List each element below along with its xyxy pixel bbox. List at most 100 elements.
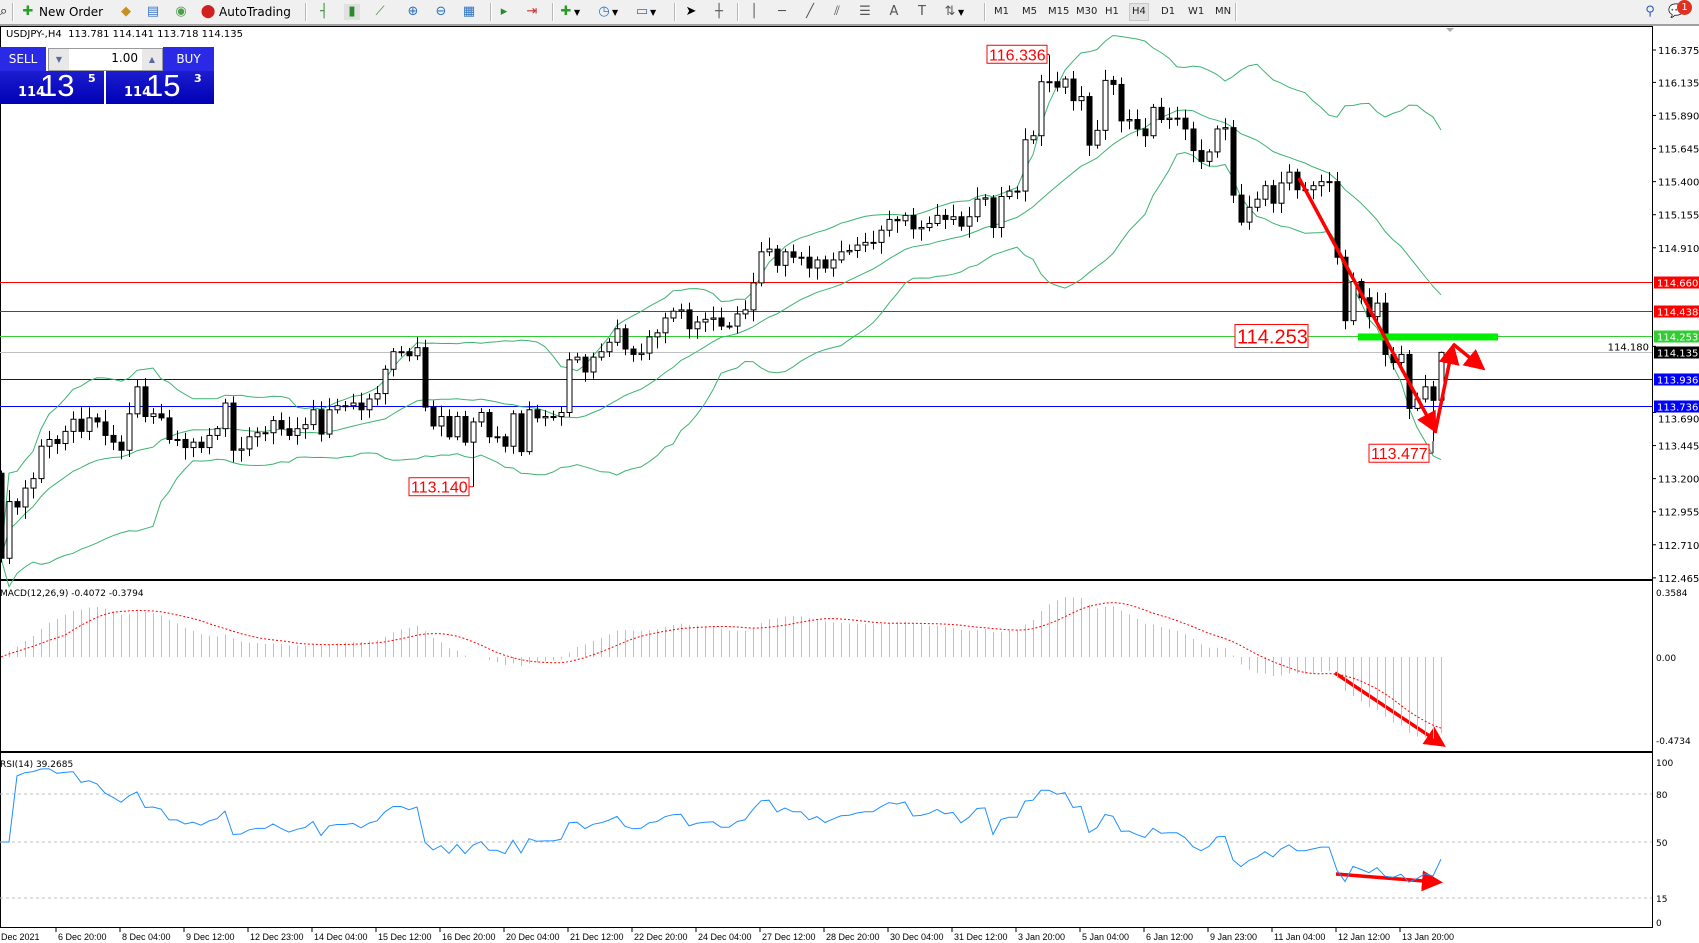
lot-increase-icon[interactable]: ▲ <box>142 49 162 70</box>
sell-button[interactable]: SELL <box>0 47 46 71</box>
autoscroll-button[interactable]: ⇥ <box>524 2 540 22</box>
candle <box>446 409 453 440</box>
candle-body-bull <box>1310 185 1317 191</box>
candle <box>670 307 677 323</box>
candle-body-bull <box>974 198 981 218</box>
x-tick-label: 9 Dec 12:00 <box>186 932 235 942</box>
timeframe-mn[interactable]: MN <box>1215 6 1232 17</box>
candlestick-button[interactable]: ▮ <box>344 2 360 22</box>
templates-dropdown[interactable]: ▭ ▼ <box>635 4 657 19</box>
candle-body-bull <box>1046 81 1053 84</box>
timeframe-h4[interactable]: H4 <box>1129 3 1149 21</box>
level-price-label: 114.253 <box>1657 333 1698 344</box>
candle-body-bear <box>462 416 469 443</box>
y-tick-label: 115.890 <box>1658 111 1699 122</box>
x-tick-label: 9 Jan 23:00 <box>1210 932 1257 942</box>
candle <box>1022 128 1029 202</box>
candle-body-bull <box>190 441 197 449</box>
candle-body-bull <box>998 195 1005 229</box>
level-price-badge <box>1654 400 1699 413</box>
candle-body-bear <box>78 418 85 432</box>
candle <box>214 425 221 441</box>
indicators-dropdown[interactable]: ✚ ▼ <box>558 2 581 22</box>
candle-body-bull <box>566 359 573 413</box>
candle <box>462 410 469 446</box>
signals-button[interactable]: ◉ <box>173 2 189 22</box>
macd-y-label: -0.4734 <box>1656 737 1691 747</box>
channel-tool[interactable]: ⫽ <box>829 2 845 22</box>
candle-body-bull <box>1326 181 1333 184</box>
candle-body-bear <box>110 434 117 443</box>
candle-body-bear <box>790 251 797 258</box>
candle <box>726 322 733 330</box>
candle <box>774 245 781 273</box>
text-tool[interactable]: A <box>886 2 902 22</box>
candle-body-bear <box>942 214 949 220</box>
label-tool[interactable]: T <box>914 2 930 22</box>
candle-body-bull <box>542 416 549 419</box>
navigator-button[interactable]: ▤ <box>145 2 161 22</box>
candle-body-bear <box>1430 386 1437 401</box>
zoom-out-button[interactable]: ⊖ <box>433 2 449 22</box>
timeframe-d1[interactable]: D1 <box>1161 6 1176 17</box>
projection-arrow <box>1451 342 1486 371</box>
x-tick-label: 14 Dec 04:00 <box>314 932 368 942</box>
zoom-in-button[interactable]: ⊕ <box>405 2 421 22</box>
tile-windows-button[interactable]: ▦ <box>461 2 477 22</box>
search-button[interactable]: ⚲ <box>1642 2 1658 22</box>
candle <box>158 403 165 421</box>
trendline-tool[interactable]: ╱ <box>802 2 818 22</box>
market-watch-button[interactable]: ◆ <box>118 2 134 22</box>
candle-body-bull <box>150 413 157 418</box>
chart-shift-button[interactable]: ▸ <box>496 2 512 22</box>
candle-body-bull <box>526 409 533 453</box>
cursor-tool[interactable]: ➤ <box>683 2 699 22</box>
candle-body-bull <box>1422 386 1429 400</box>
candle <box>782 248 789 277</box>
crosshair-tool[interactable]: ┼ <box>711 2 727 22</box>
y-tick-label: 115.155 <box>1658 211 1699 222</box>
candle <box>606 338 613 358</box>
sell-price[interactable]: 114 13 5 <box>0 68 104 104</box>
candle-body-bull <box>862 241 869 246</box>
timeframe-m5[interactable]: M5 <box>1022 6 1037 17</box>
timeframe-m1[interactable]: M1 <box>994 6 1009 17</box>
candle-body-bear <box>718 317 725 327</box>
timeframe-w1[interactable]: W1 <box>1188 6 1205 17</box>
new-order-button[interactable]: ✚ New Order <box>20 2 104 22</box>
rsi-y-label: 100 <box>1656 759 1673 769</box>
lot-size-stepper[interactable]: ▼ 1.00 ▲ <box>48 48 163 71</box>
autotrading-button[interactable]: ⬤ AutoTrading <box>200 2 291 22</box>
candle <box>950 204 957 226</box>
fibonacci-icon: ☰ <box>859 4 871 19</box>
level-price-badge <box>1654 305 1699 318</box>
vertical-line-tool[interactable]: │ <box>746 2 762 22</box>
arrows-dropdown[interactable]: ⇅ ▼ <box>942 2 965 22</box>
timeframe-h1[interactable]: H1 <box>1105 6 1119 17</box>
fibonacci-tool[interactable]: ☰ <box>857 2 873 22</box>
periods-dropdown[interactable]: ◷ ▼ <box>596 2 618 22</box>
x-tick-label: 24 Dec 04:00 <box>698 932 752 942</box>
candle-body-bull <box>742 309 749 315</box>
candle <box>1246 195 1253 230</box>
toolbar-cut-icon[interactable]: ⌕ <box>0 4 8 19</box>
candle-body-bear <box>806 256 813 269</box>
buy-button[interactable]: BUY <box>163 47 214 71</box>
candle-body-bull <box>174 438 181 441</box>
timeframe-m15[interactable]: M15 <box>1048 6 1070 17</box>
candle <box>1142 118 1149 147</box>
line-chart-button[interactable]: ⟋ <box>372 2 388 22</box>
timeframe-m30[interactable]: M30 <box>1076 6 1098 17</box>
lot-decrease-icon[interactable]: ▼ <box>49 49 69 70</box>
horizontal-line-tool[interactable]: ─ <box>774 2 790 22</box>
candle-body-bull <box>374 393 381 400</box>
candle <box>1238 183 1245 226</box>
x-tick-label: 21 Dec 12:00 <box>570 932 624 942</box>
candle-body-bull <box>478 411 485 423</box>
bar-chart-button[interactable]: ┤ <box>316 2 332 22</box>
buy-price[interactable]: 114 15 3 <box>106 68 214 104</box>
lot-size-input[interactable]: 1.00 <box>111 51 138 65</box>
x-tick-label: 22 Dec 20:00 <box>634 932 688 942</box>
notifications-button[interactable]: 💬 1 <box>1668 0 1692 22</box>
